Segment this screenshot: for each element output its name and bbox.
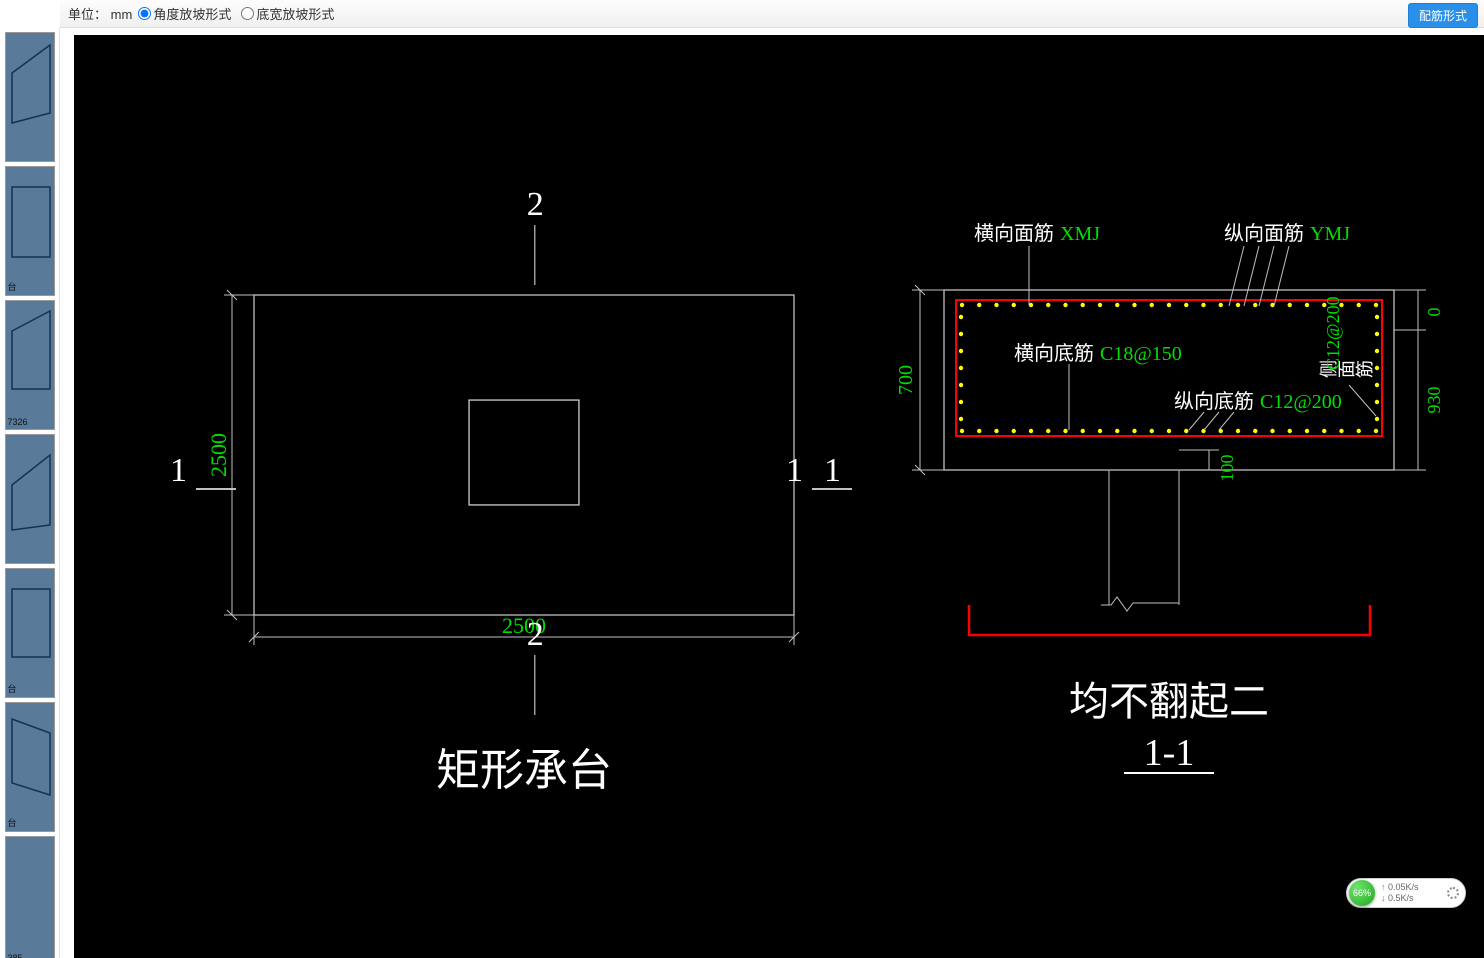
svg-text:XMJ: XMJ: [1060, 223, 1100, 245]
svg-text:700: 700: [895, 365, 917, 395]
thumbnail-item[interactable]: [5, 434, 55, 564]
svg-text:横向底筋: 横向底筋: [1014, 342, 1094, 365]
thumbnail-label: 台: [8, 280, 17, 293]
net-stats: 0.05K/s 0.5K/s: [1381, 882, 1419, 904]
svg-text:2500: 2500: [206, 433, 231, 477]
unit-label: 单位： mm: [68, 4, 132, 23]
svg-text:C18@150: C18@150: [1100, 343, 1182, 365]
svg-text:0: 0: [1424, 308, 1444, 317]
unit-value-text: mm: [111, 7, 133, 22]
svg-text:1: 1: [786, 452, 803, 489]
svg-text:2: 2: [527, 616, 544, 653]
thumbnail-label: 台: [8, 682, 17, 695]
radio-angle-slope-input[interactable]: [138, 7, 151, 20]
upload-rate: 0.05K/s: [1381, 882, 1419, 893]
svg-text:1: 1: [170, 452, 187, 489]
svg-text:2: 2: [527, 186, 544, 223]
unit-prefix-text: 单位：: [68, 7, 107, 22]
download-rate: 0.5K/s: [1381, 893, 1419, 904]
radio-angle-slope[interactable]: 角度放坡形式: [138, 4, 231, 23]
svg-text:纵向底筋: 纵向底筋: [1174, 390, 1254, 413]
toolbar: 单位： mm 角度放坡形式 底宽放坡形式 配筋形式: [60, 0, 1484, 28]
radio-width-slope-label: 底宽放坡形式: [256, 4, 334, 23]
svg-text:1-1: 1-1: [1144, 732, 1195, 774]
drawing-svg: 2500250022111矩形承台横向面筋XMJ纵向面筋YMJ横向底筋C18@1…: [74, 35, 1484, 958]
svg-text:C12@200: C12@200: [1323, 296, 1343, 370]
radio-width-slope-input[interactable]: [241, 7, 254, 20]
thumbnail-item[interactable]: 385: [5, 836, 55, 958]
drawing-canvas[interactable]: 2500250022111矩形承台横向面筋XMJ纵向面筋YMJ横向底筋C18@1…: [74, 35, 1484, 958]
percent-circle: 66%: [1349, 880, 1375, 906]
thumbnail-item[interactable]: [5, 32, 55, 162]
thumbnail-item[interactable]: 7326: [5, 300, 55, 430]
svg-text:100: 100: [1217, 455, 1237, 482]
svg-text:930: 930: [1424, 387, 1444, 414]
svg-text:纵向面筋: 纵向面筋: [1224, 222, 1304, 245]
radio-angle-slope-label: 角度放坡形式: [153, 4, 231, 23]
svg-text:横向面筋: 横向面筋: [974, 222, 1054, 245]
thumbnail-label: 台: [8, 816, 17, 829]
radio-width-slope[interactable]: 底宽放坡形式: [241, 4, 334, 23]
svg-text:均不翻起二: 均不翻起二: [1069, 679, 1269, 724]
svg-text:YMJ: YMJ: [1310, 223, 1350, 245]
thumbnail-panel: 台7326台台385: [0, 28, 60, 958]
svg-text:矩形承台: 矩形承台: [436, 746, 612, 795]
svg-text:C12@200: C12@200: [1260, 391, 1342, 413]
gear-icon[interactable]: [1447, 887, 1459, 899]
thumbnail-item[interactable]: 台: [5, 166, 55, 296]
thumbnail-label: 7326: [8, 417, 28, 427]
svg-text:1: 1: [824, 452, 841, 489]
thumbnail-label: 385: [8, 953, 23, 958]
rebar-style-button[interactable]: 配筋形式: [1408, 3, 1478, 28]
network-widget[interactable]: 66% 0.05K/s 0.5K/s: [1346, 878, 1466, 908]
thumbnail-item[interactable]: 台: [5, 568, 55, 698]
thumbnail-item[interactable]: 台: [5, 702, 55, 832]
